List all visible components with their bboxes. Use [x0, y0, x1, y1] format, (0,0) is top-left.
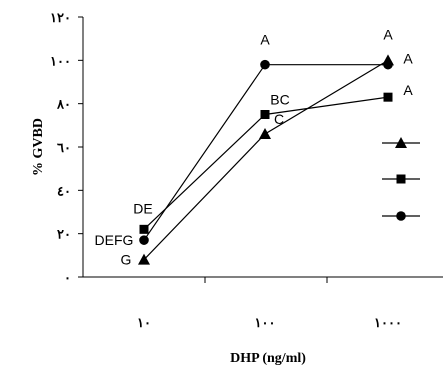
series-triangle: [138, 54, 394, 265]
x-axis-title: DHP (ng/ml): [230, 351, 306, 366]
x-tick-label: ١٠٠٠: [374, 316, 402, 331]
y-tick-label: ٠: [64, 271, 71, 286]
data-point-square: [383, 92, 393, 102]
series-square: [139, 92, 393, 234]
plot-axes: [82, 17, 443, 278]
x-tick-label: ١٠٠: [255, 316, 276, 331]
y-tick-label: ٤٠: [57, 184, 71, 199]
annotation-label: C: [274, 111, 284, 127]
data-point-triangle: [259, 128, 271, 139]
data-point-square: [260, 110, 270, 119]
x-ticks: ١٠ ١٠٠ ١٠٠٠: [137, 277, 402, 331]
x-tick-label: ١٠: [137, 316, 151, 331]
legend-marker-circle: [396, 211, 406, 221]
y-tick-label: ١٢٠: [50, 11, 71, 26]
y-tick-label: ٢٠: [57, 228, 71, 243]
annotation-label: DE: [133, 200, 152, 216]
legend: [382, 137, 420, 221]
annotation-label: A: [403, 82, 413, 98]
y-axis-title: % GVBD: [31, 118, 46, 176]
series-layer: [138, 54, 394, 265]
y-ticks: ٠ ٢٠ ٤٠ ٦٠ ٨٠ ١٠٠ ١٢٠: [50, 11, 83, 286]
y-tick-label: ٨٠: [56, 98, 71, 113]
y-tick-label: ٦٠: [57, 141, 71, 156]
series-circle: [139, 59, 393, 245]
legend-marker-square: [396, 174, 406, 184]
legend-item-square: [382, 174, 420, 184]
data-point-circle: [260, 59, 270, 70]
annotation-label: A: [260, 32, 270, 48]
annotation-label: DEFG: [95, 232, 134, 248]
series-line: [143, 64, 388, 241]
data-point-circle: [139, 235, 149, 245]
data-point-square: [139, 224, 149, 234]
y-tick-label: ١٠٠: [50, 54, 71, 69]
annotation-label: BC: [270, 92, 289, 108]
series-line: [143, 59, 389, 261]
annotation-label: G: [121, 252, 132, 268]
annotation-label: A: [383, 26, 393, 42]
data-point-circle: [383, 59, 393, 70]
legend-item-triangle: [382, 137, 420, 148]
annotation-label: A: [403, 51, 413, 67]
legend-item-circle: [382, 211, 420, 221]
legend-marker-triangle: [395, 137, 407, 148]
data-point-triangle: [138, 253, 150, 265]
